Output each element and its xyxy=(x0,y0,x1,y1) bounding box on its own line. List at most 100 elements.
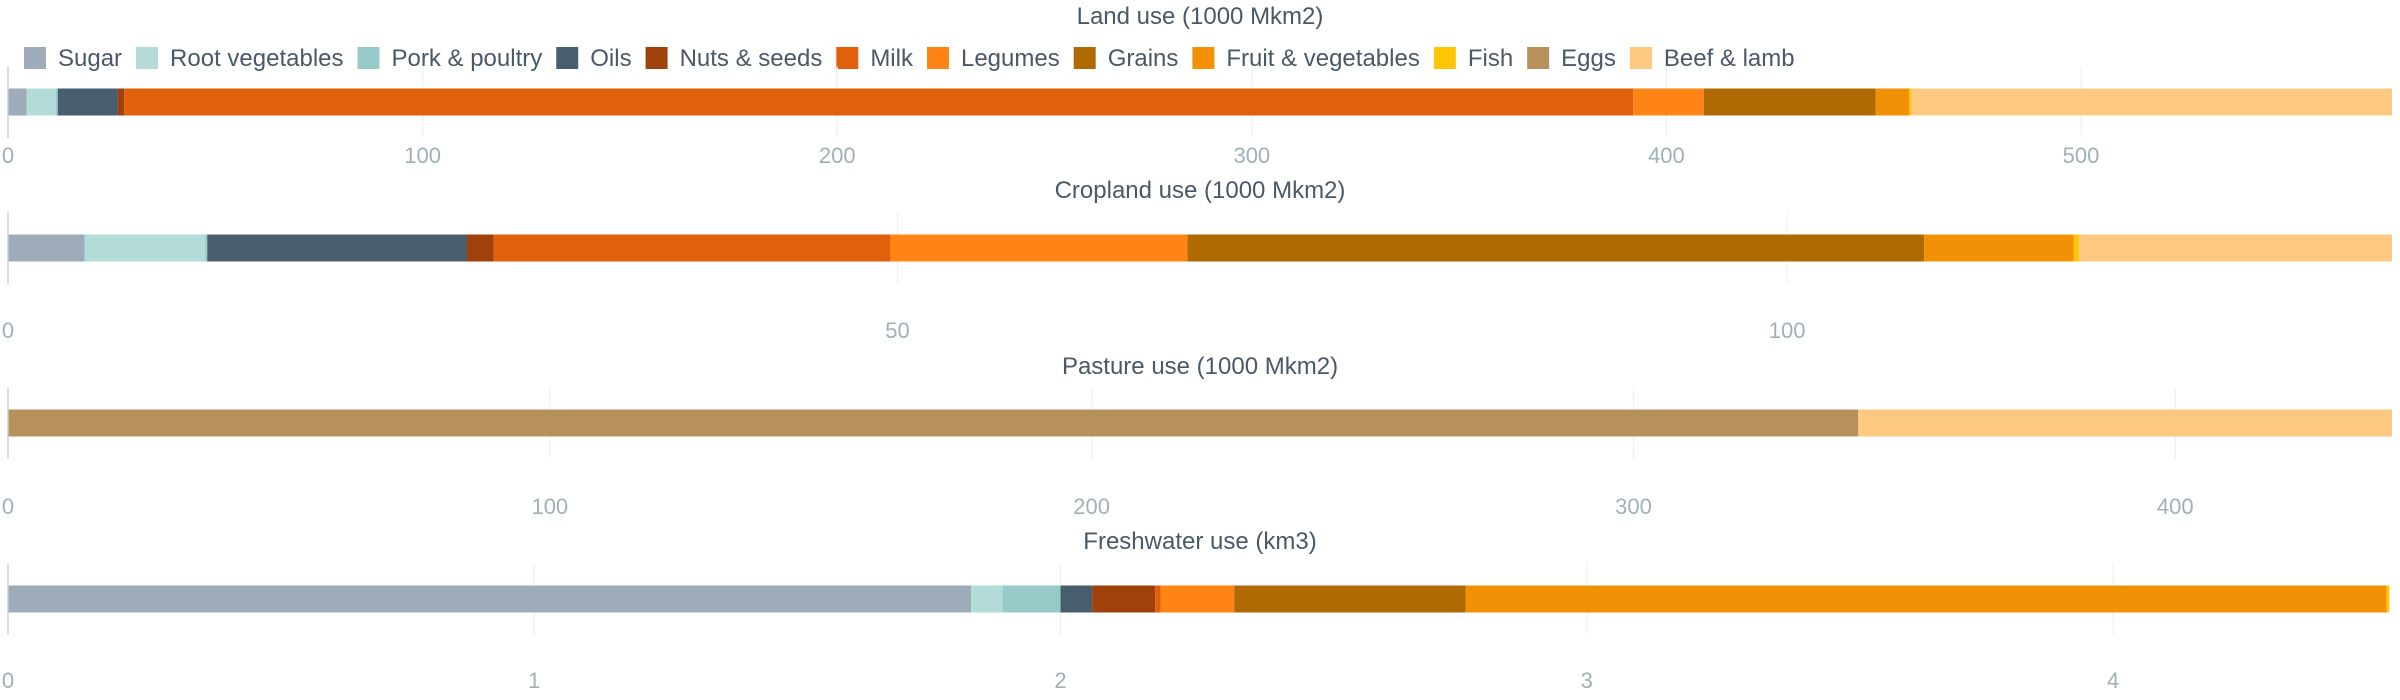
bar-segment-milk xyxy=(493,234,891,262)
x-tick-label: 200 xyxy=(1073,494,1110,519)
legend-item-milk: Milk xyxy=(836,45,914,72)
legend-label-fish: Fish xyxy=(1468,45,1513,72)
legend-label-pork-and-poultry: Pork & poultry xyxy=(392,45,543,72)
legend-swatch-pork-and-poultry xyxy=(357,47,380,69)
bar-segment-fruit-and-vegetables xyxy=(1875,88,1909,116)
legend-item-fish: Fish xyxy=(1433,45,1513,72)
legend-label-legumes: Legumes xyxy=(961,45,1060,72)
bar-segment-nuts-and-seeds xyxy=(117,88,125,116)
bar-segment-oils xyxy=(207,234,468,262)
x-tick-label: 1 xyxy=(528,668,540,693)
legend-label-fruit-and-vegetables: Fruit & vegetables xyxy=(1226,45,1419,72)
bar-segment-fish xyxy=(1908,88,1912,116)
bar-segment-grains xyxy=(1234,585,1466,613)
x-tick-label: 4 xyxy=(2107,668,2119,693)
bar-segment-pork-and-poultry xyxy=(205,234,208,262)
panel-freshwater-use-km3: Freshwater use (km3) 0 1 2 3 4 xyxy=(2,528,2390,693)
legend-swatch-eggs xyxy=(1527,47,1550,69)
bar-segment-eggs xyxy=(8,409,1859,437)
legend-swatch-nuts-and-seeds xyxy=(645,47,668,69)
x-tick-label: 100 xyxy=(404,143,441,168)
legend-label-nuts-and-seeds: Nuts & seeds xyxy=(680,45,823,72)
bar-segment-root-vegetables xyxy=(84,234,206,262)
legend-label-beef-and-lamb: Beef & lamb xyxy=(1664,45,1795,72)
x-tick-label: 100 xyxy=(531,494,568,519)
legend-swatch-sugar xyxy=(24,47,46,69)
panel-title: Freshwater use (km3) xyxy=(1083,528,1316,555)
bar-segment-pork-and-poultry xyxy=(55,88,58,116)
bar-segment-oils xyxy=(57,88,118,116)
legend-swatch-milk xyxy=(836,47,859,69)
x-tick-label: 100 xyxy=(1769,318,1806,343)
legend-swatch-grains xyxy=(1073,47,1096,69)
bar-segment-legumes xyxy=(1160,585,1235,613)
panel-pasture-use-1000-mkm2: Pasture use (1000 Mkm2) 0 100 200 300 400 xyxy=(2,353,2392,519)
bar-segment-oils xyxy=(1060,585,1093,613)
legend-label-sugar: Sugar xyxy=(58,45,122,72)
bar-segment-root-vegetables xyxy=(26,88,56,116)
bar-segment-grains xyxy=(1703,88,1876,116)
bar-segment-fish xyxy=(2386,585,2390,613)
legend-label-oils: Oils xyxy=(590,45,631,72)
bar-segment-fish xyxy=(2073,234,2079,262)
panel-land-use-1000-mkm2: Land use (1000 Mkm2) 0 100 200 300 400 500 xyxy=(2,3,2392,168)
bar-segment-sugar xyxy=(8,88,27,116)
chart-panels: Land use (1000 Mkm2)0 100 200 300 400 500Crop… xyxy=(2,3,2392,693)
bar-segment-sugar xyxy=(8,585,972,613)
x-tick-label: 2 xyxy=(1054,668,1066,693)
legend-swatch-beef-and-lamb xyxy=(1629,47,1652,69)
legend-label-grains: Grains xyxy=(1108,45,1179,72)
legend-item-fruit-and-vegetables: Fruit & vegetables xyxy=(1192,45,1420,72)
bar-segment-sugar xyxy=(8,234,85,262)
bar-segment-legumes xyxy=(1633,88,1704,116)
bar-segment-nuts-and-seeds xyxy=(467,234,494,262)
bar-segment-root-vegetables xyxy=(971,585,1003,613)
x-tick-label: 300 xyxy=(1233,143,1270,168)
x-tick-label: 0 xyxy=(2,318,14,343)
x-tick-label: 0 xyxy=(2,668,14,693)
legend-label-milk: Milk xyxy=(870,45,914,72)
legend-item-grains: Grains xyxy=(1073,45,1179,72)
bar-segment-pork-and-poultry xyxy=(1002,585,1061,613)
legend-item-eggs: Eggs xyxy=(1527,45,1616,72)
bar-segment-legumes xyxy=(890,234,1188,262)
legend-item-beef-and-lamb: Beef & lamb xyxy=(1629,45,1795,72)
legend-item-legumes: Legumes xyxy=(926,45,1060,72)
legend-item-nuts-and-seeds: Nuts & seeds xyxy=(645,45,823,72)
legend-swatch-fish xyxy=(1433,47,1456,69)
legend-swatch-fruit-and-vegetables xyxy=(1192,47,1215,69)
bar-segment-nuts-and-seeds xyxy=(1092,585,1156,613)
x-tick-label: 0 xyxy=(2,494,14,519)
panel-title: Land use (1000 Mkm2) xyxy=(1077,3,1324,30)
x-tick-label: 200 xyxy=(819,143,856,168)
bar-segment-beef-and-lamb xyxy=(1911,88,2392,116)
x-tick-label: 400 xyxy=(1648,143,1685,168)
legend-item-root-vegetables: Root vegetables xyxy=(136,45,344,72)
legend-label-root-vegetables: Root vegetables xyxy=(170,45,343,72)
x-tick-label: 3 xyxy=(1581,668,1593,693)
legend-item-oils: Oils xyxy=(556,45,632,72)
x-tick-label: 50 xyxy=(885,318,909,343)
legend: Sugar Root vegetables Pork & poultry Oils Nu… xyxy=(24,45,1795,72)
legend-swatch-root-vegetables xyxy=(136,47,159,69)
bar-segment-beef-and-lamb xyxy=(2078,234,2392,262)
x-tick-label: 500 xyxy=(2063,143,2100,168)
bar-segment-milk xyxy=(1155,585,1161,613)
x-tick-label: 0 xyxy=(2,143,14,168)
bar-segment-milk xyxy=(124,88,1634,116)
legend-swatch-oils xyxy=(556,47,579,69)
panel-title: Pasture use (1000 Mkm2) xyxy=(1062,353,1338,380)
bar-segment-beef-and-lamb xyxy=(1858,409,2392,437)
legend-swatch-legumes xyxy=(926,47,949,69)
bar-segment-fruit-and-vegetables xyxy=(1924,234,2074,262)
legend-item-sugar: Sugar xyxy=(24,45,122,72)
panel-title: Cropland use (1000 Mkm2) xyxy=(1055,177,1346,204)
bar-segment-grains xyxy=(1187,234,1925,262)
legend-item-pork-and-poultry: Pork & poultry xyxy=(357,45,543,72)
bar-segment-fruit-and-vegetables xyxy=(1465,585,2387,613)
panel-cropland-use-1000-mkm2: Cropland use (1000 Mkm2) 0 50 100 xyxy=(2,177,2392,343)
legend-label-eggs: Eggs xyxy=(1561,45,1616,72)
x-tick-label: 300 xyxy=(1615,494,1652,519)
x-tick-label: 400 xyxy=(2157,494,2194,519)
